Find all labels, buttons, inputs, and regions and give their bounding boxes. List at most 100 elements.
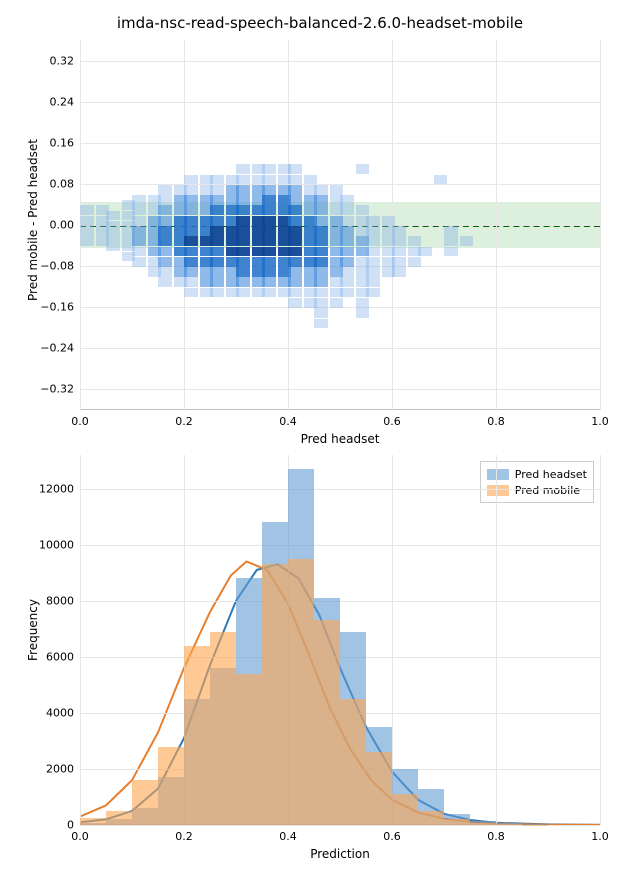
heatmap-cell [210, 216, 224, 226]
heatmap-cell [314, 267, 328, 277]
spine-bottom [80, 409, 600, 410]
ytick-label: −0.24 [14, 342, 74, 355]
heatmap-cell [288, 257, 302, 267]
hist-bar-mobile [366, 752, 392, 825]
heatmap-cell [184, 226, 198, 236]
heatmap-cell [314, 288, 328, 298]
ytick-label: 0.16 [14, 136, 74, 149]
hist-bar-mobile [132, 780, 158, 825]
heatmap-cell [366, 236, 380, 246]
heatmap-cell [262, 164, 276, 174]
heatmap-cell [210, 267, 224, 277]
heatmap-cell [132, 205, 146, 215]
heatmap-cell [288, 298, 302, 308]
heatmap-cell [132, 247, 146, 257]
heatmap-cell [184, 257, 198, 267]
heatmap-cell [434, 175, 448, 185]
heatmap-cell [304, 175, 318, 185]
heatmap-cell [314, 216, 328, 226]
heatmap-cell [158, 195, 172, 205]
heatmap-cell [366, 277, 380, 287]
heatmap-cell [314, 247, 328, 257]
heatmap-cell [158, 247, 172, 257]
grid-line [80, 102, 600, 103]
xtick-label: 0.8 [476, 830, 516, 843]
heatmap-cell [210, 236, 224, 246]
heatmap-cell [314, 277, 328, 287]
heatmap-cell [184, 205, 198, 215]
heatmap-cell [210, 257, 224, 267]
histogram-panel: Pred headset Pred mobile Prediction Freq… [80, 455, 600, 825]
heatmap-cell [392, 257, 406, 267]
heatmap-cell [184, 267, 198, 277]
heatmap-cell [236, 267, 250, 277]
heatmap-cell [132, 195, 146, 205]
grid-line [600, 40, 601, 410]
xtick-label: 0.6 [372, 415, 412, 428]
heatmap-cell [210, 288, 224, 298]
hist-bar-mobile [184, 646, 210, 825]
heatmap-cell [236, 257, 250, 267]
heatmap-cell [288, 247, 302, 257]
hist-bar-mobile [392, 794, 418, 825]
heatmap-cell [366, 226, 380, 236]
figure-title: imda-nsc-read-speech-balanced-2.6.0-head… [0, 14, 640, 32]
grid-line [80, 601, 600, 602]
heatmap-cell [236, 226, 250, 236]
heatmap-cell [236, 164, 250, 174]
heatmap-cell [314, 236, 328, 246]
xtick-label: 0.4 [268, 830, 308, 843]
hist-bar-mobile [158, 747, 184, 825]
heatmap-cell [314, 319, 328, 329]
heatmap-cell [288, 288, 302, 298]
heatmap-cell [288, 216, 302, 226]
heatmap-cell [262, 277, 276, 287]
heatmap-cell [262, 226, 276, 236]
legend-label: Pred mobile [515, 484, 580, 497]
xtick-label: 0.4 [268, 415, 308, 428]
heatmap-cell [262, 257, 276, 267]
heatmap-cell [356, 164, 370, 174]
heatmap-cell [314, 205, 328, 215]
heatmap-cell [340, 288, 354, 298]
heatmap-cell [340, 247, 354, 257]
xtick-label: 1.0 [580, 415, 620, 428]
hist-bar-mobile [444, 819, 470, 825]
heatmap-cell [444, 226, 458, 236]
heatmap-cell [408, 236, 422, 246]
heatmap-cell [340, 277, 354, 287]
ytick-label: 6000 [14, 650, 74, 663]
heatmap-cell [460, 236, 474, 246]
heatmap-cell [80, 236, 94, 246]
diff-heatmap-panel: Pred headset Pred mobile - Pred headset … [80, 40, 600, 410]
heatmap-cell [418, 247, 432, 257]
heatmap-cell [288, 185, 302, 195]
heatmap-cell [158, 226, 172, 236]
heatmap-cell [366, 267, 380, 277]
heatmap-cell [288, 277, 302, 287]
heatmap-cell [262, 247, 276, 257]
heatmap-cell [356, 205, 370, 215]
heatmap-cell [236, 247, 250, 257]
heatmap-cell [236, 175, 250, 185]
heatmap-cell [392, 236, 406, 246]
figure: imda-nsc-read-speech-balanced-2.6.0-head… [0, 0, 640, 880]
heatmap-cell [330, 185, 344, 195]
heatmap-cell [80, 205, 94, 215]
heatmap-cell [106, 221, 120, 231]
heatmap-cell [408, 257, 422, 267]
heatmap-cell [184, 247, 198, 257]
legend-label: Pred headset [515, 468, 587, 481]
heatmap-cell [366, 257, 380, 267]
legend-item-mobile: Pred mobile [487, 482, 587, 498]
legend-swatch-mobile [487, 485, 509, 496]
heatmap-cell [262, 216, 276, 226]
heatmap-cell [288, 205, 302, 215]
bottom-xlabel: Prediction [80, 847, 600, 861]
heatmap-cell [80, 226, 94, 236]
heatmap-cell [262, 267, 276, 277]
heatmap-cell [340, 267, 354, 277]
heatmap-cell [158, 216, 172, 226]
heatmap-cell [444, 247, 458, 257]
heatmap-cell [340, 205, 354, 215]
